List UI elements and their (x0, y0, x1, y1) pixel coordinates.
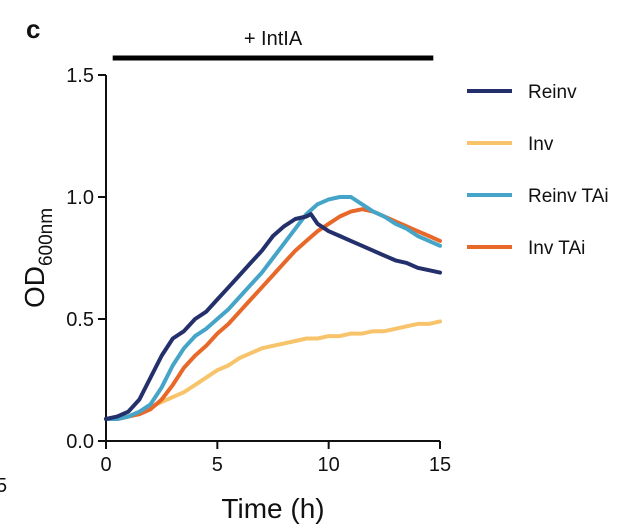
legend-label-inv: Inv (528, 134, 554, 155)
series-line-reinv-tai (104, 195, 442, 421)
y-tick-label: 0.0 (66, 431, 94, 453)
x-tick-label: 10 (318, 454, 340, 476)
legend: Reinv Inv Reinv TAi Inv TAi (467, 82, 609, 259)
y-axis-title-subscript: 600nm (36, 208, 57, 266)
legend-label-reinv: Reinv (528, 82, 577, 103)
x-tick-label: 15 (429, 454, 451, 476)
y-axis-title: OD600nm (19, 208, 57, 308)
y-tick-label: 1.0 (66, 187, 94, 209)
x-tick-label: 0 (100, 454, 111, 476)
stray-label: 5 (0, 475, 7, 497)
panel-label: c (26, 14, 40, 44)
x-tick-label: 5 (212, 454, 223, 476)
x-axis-title: Time (h) (221, 493, 324, 524)
x-ticks: 0 5 10 15 (100, 441, 451, 476)
y-axis-title-main: OD (19, 266, 50, 308)
y-ticks: 0.0 0.5 1.0 1.5 (66, 65, 106, 453)
legend-label-reinv-tai: Reinv TAi (528, 186, 609, 207)
legend-label-inv-tai: Inv TAi (528, 238, 585, 259)
series-layer (104, 195, 442, 421)
series-line-inv-tai (104, 207, 442, 421)
y-tick-label: 0.5 (66, 309, 94, 331)
treatment-label: + IntIA (244, 28, 303, 50)
y-tick-label: 1.5 (66, 65, 94, 87)
series-line-reinv (104, 212, 442, 421)
